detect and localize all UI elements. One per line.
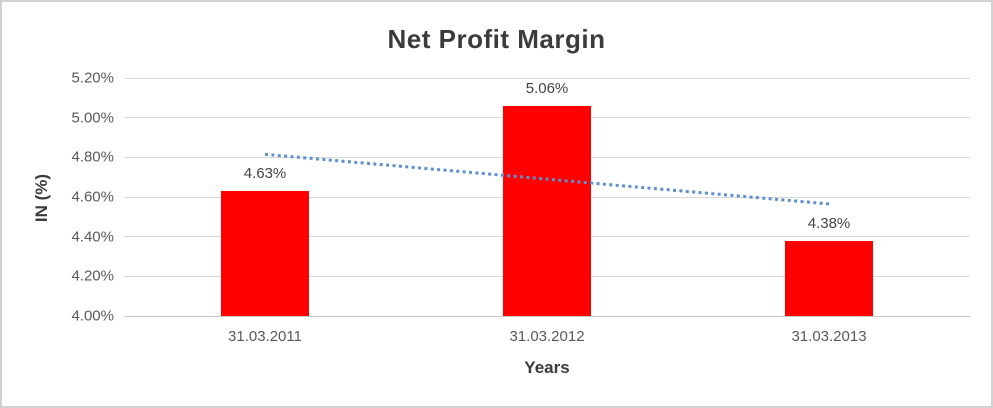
bar-data-label: 5.06% [525, 79, 569, 97]
y-tick-label: 4.00% [71, 307, 114, 325]
x-tick-label: 31.03.2013 [791, 328, 867, 345]
bar-31.03.2012 [503, 105, 591, 316]
bar-31.03.2011 [221, 191, 309, 316]
y-tick-label: 4.40% [71, 228, 114, 246]
y-tick-label: 5.20% [71, 69, 114, 87]
y-tick-label: 4.20% [71, 267, 114, 285]
plot-area: 4.63% 5.06% 4.38% [124, 77, 970, 317]
y-tick-label: 4.80% [71, 148, 114, 166]
x-axis-title: Years [524, 358, 570, 377]
bar-31.03.2013 [785, 240, 873, 316]
y-tick-label: 5.00% [71, 109, 114, 127]
trendline-path [264, 152, 830, 206]
trendline [264, 152, 830, 206]
bar-data-label: 4.63% [243, 165, 287, 183]
gridline [124, 77, 970, 79]
x-tick-label: 31.03.2011 [228, 328, 302, 345]
bar-data-label: 4.38% [807, 214, 851, 232]
x-tick-label: 31.03.2012 [509, 328, 585, 345]
gridline [124, 315, 970, 317]
y-tick-label: 4.60% [71, 188, 114, 206]
chart-title: Net Profit Margin [387, 24, 606, 54]
